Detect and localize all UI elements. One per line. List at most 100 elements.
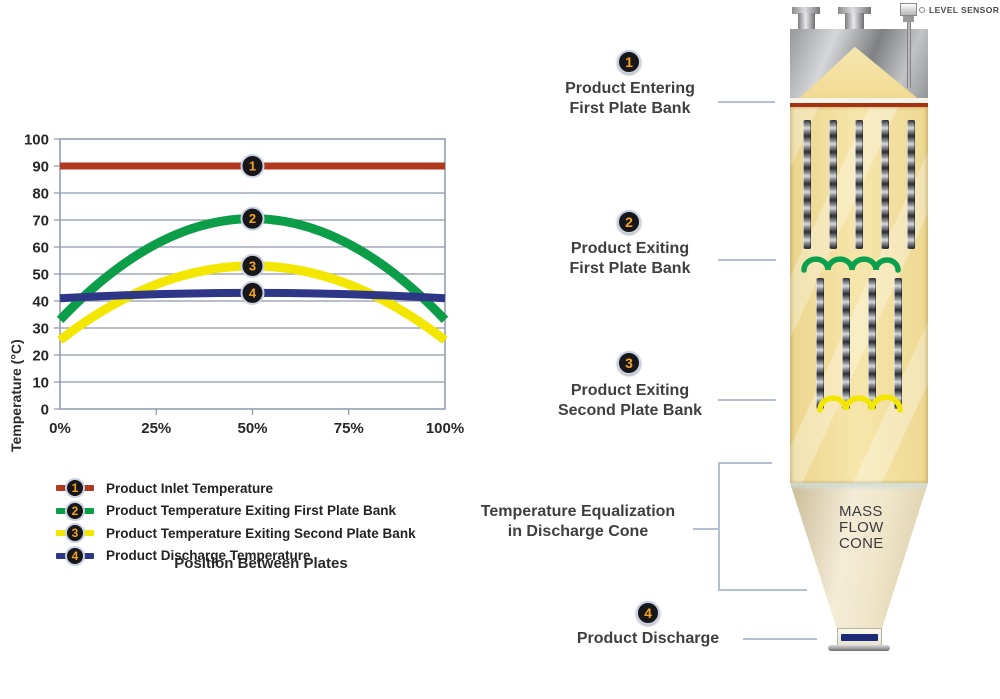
legend-label-2: Product Temperature Exiting First Plate … [106,503,397,519]
cone-equalization-line1: Temperature Equalization [480,503,676,520]
inlet-pipe-2 [845,13,864,30]
callout-4-label: Product Discharge [548,629,748,649]
y-tick-label: 50 [32,267,49,284]
legend-item-4: 4 Product Discharge Temperature [56,545,416,568]
series-marker-4 [240,280,265,305]
y-tick-label: 30 [32,321,49,338]
y-tick-label: 60 [32,240,49,257]
callout-1-label: Product Entering First Plate Bank [530,79,730,119]
callout-4-connector [743,638,817,640]
x-tick-label: 75% [334,420,364,437]
legend-swatch-2: 2 [56,500,94,522]
level-sensor-mount [903,16,914,22]
series-marker-number-2: 2 [249,211,256,226]
y-tick-label: 40 [32,294,49,311]
equalization-bracket-top-arm [718,462,772,464]
inlet-temperature-line [790,103,928,107]
legend-item-3: 3 Product Temperature Exiting Second Pla… [56,522,416,545]
equalization-stub-line [693,528,718,530]
mass-flow-cone-line1: MASS [839,503,883,520]
outlet-base-plate [828,645,890,651]
callout-1-connector [718,101,775,103]
temperature-chart-plot: 0 10 20 30 40 50 60 70 80 90 100 0% 25% 50% 75% 100% 1 2 3… [24,132,464,438]
callout-4-number: 4 [636,601,660,625]
mass-flow-cone-line3: CONE [839,535,884,552]
inlet-pipe-1-flange [792,7,820,14]
chart-legend: 1 Product Inlet Temperature 2 Product Te… [56,477,416,567]
x-tick-label: 100% [426,420,464,437]
callout-4-line1: Product Discharge [576,630,720,647]
callout-2-label: Product Exiting First Plate Bank [530,239,730,279]
y-tick-label: 100 [24,132,49,149]
legend-swatch-4: 4 [56,545,94,567]
legend-number-badge-3: 3 [65,523,85,544]
callout-2-line1: Product Exiting [570,240,690,257]
legend-label-3: Product Temperature Exiting Second Plate… [106,525,416,541]
x-tick-label: 50% [237,420,267,437]
callout-3-connector [718,399,776,401]
plate-bank1-2 [829,120,837,249]
callout-1-line2: First Plate Bank [569,100,691,117]
y-axis-title: Temperature (°C) [8,339,24,453]
mass-flow-cone-line2: FLOW [839,519,884,536]
series-marker-number-3: 3 [249,258,256,273]
plate-bank1-1 [803,120,811,249]
product-surface-strip [790,98,928,103]
x-tick-label: 25% [141,420,171,437]
second-bank-exit-wave-yellow [817,394,903,413]
legend-swatch-1: 1 [56,477,94,499]
legend-label-4: Product Discharge Temperature [106,548,311,564]
callout-3-line1: Product Exiting [570,382,690,399]
level-sensor-label: LEVEL SENSOR [929,5,1000,15]
callout-3-number: 3 [617,351,641,375]
y-tick-label: 20 [32,348,49,365]
callout-2-connector [718,259,776,261]
callout-3-line2: Second Plate Bank [557,402,703,419]
y-tick-label: 0 [41,402,49,419]
temperature-chart: 0 10 20 30 40 50 60 70 80 90 100 0% 25% 50% 75% 100% 1 2 3… [8,122,478,573]
first-bank-exit-wave-green [801,256,901,273]
level-sensor-head [900,3,917,16]
y-tick-label: 80 [32,186,49,203]
legend-item-2: 2 Product Temperature Exiting First Plat… [56,500,416,523]
plate-bank2-1 [816,278,824,409]
series-marker-2 [240,206,265,231]
legend-number-badge-2: 2 [65,500,85,521]
x-axis-title: Position Between Plates [174,555,348,572]
callout-1-line1: Product Entering [565,80,695,97]
plate-bank1-3 [855,120,863,249]
callout-1-number: 1 [617,50,641,74]
y-tick-label: 10 [32,375,49,392]
plate-bank1-5 [907,120,915,249]
discharge-temperature-bar [841,634,878,641]
inlet-pipe-1 [798,13,815,30]
inlet-pipe-2-flange [838,7,871,14]
mass-flow-cone-label: MASS FLOW CONE [839,504,884,552]
level-sensor-pointer-dot [919,7,925,13]
legend-number-badge-4: 4 [65,545,85,566]
y-tick-label: 90 [32,159,49,176]
series-marker-number-1: 1 [249,159,256,174]
plate-bank2-2 [842,278,850,409]
callout-2-line2: First Plate Bank [569,260,691,277]
series-marker-1 [240,154,265,178]
equalization-bracket-vertical [718,462,720,591]
legend-item-1: 1 Product Inlet Temperature [56,477,416,500]
legend-number-badge-1: 1 [65,478,85,499]
callout-3-label: Product Exiting Second Plate Bank [520,381,740,421]
plate-bank2-3 [868,278,876,409]
series-marker-3 [240,253,265,278]
cone-equalization-label: Temperature Equalization in Discharge Co… [466,502,690,542]
level-sensor-rod [907,22,911,88]
series-marker-number-4: 4 [249,285,257,300]
cone-equalization-line2: in Discharge Cone [507,523,649,540]
y-tick-label: 70 [32,213,49,230]
legend-label-1: Product Inlet Temperature [106,480,274,496]
plate-bank1-4 [881,120,889,249]
legend-swatch-3: 3 [56,522,94,544]
plate-bank2-4 [894,278,902,409]
x-tick-label: 0% [49,420,71,437]
callout-2-number: 2 [617,210,641,234]
equalization-bracket-bottom-arm [718,589,807,591]
